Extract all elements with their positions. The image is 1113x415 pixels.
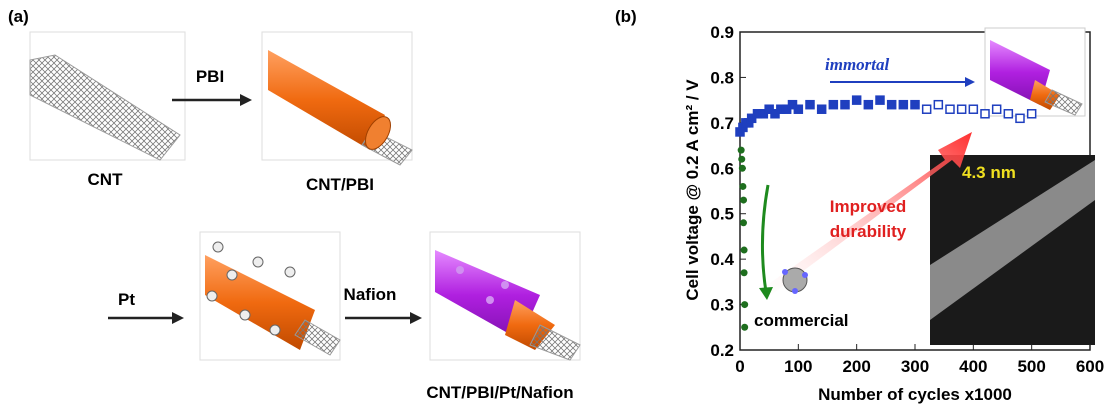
- y-tick-label: 0.4: [710, 250, 734, 269]
- point: [956, 104, 967, 114]
- point: [933, 99, 944, 110]
- panel-label: (a): [8, 7, 29, 26]
- point: [875, 95, 885, 105]
- point: [741, 301, 749, 309]
- inset-model: [984, 27, 1086, 117]
- point: [816, 104, 827, 114]
- label: Pt: [118, 290, 135, 309]
- point: [910, 99, 920, 110]
- annotation: commercial: [754, 311, 849, 330]
- label: PBI: [196, 67, 224, 86]
- y-axis-label: Cell voltage @ 0.2 A cm² / V: [683, 79, 702, 301]
- point: [828, 99, 839, 110]
- point: [851, 95, 862, 105]
- y-tick-label: 0.9: [710, 23, 734, 42]
- point: [863, 99, 874, 110]
- x-tick-label: 400: [959, 357, 987, 376]
- x-tick-label: 100: [784, 357, 812, 376]
- label: Nafion: [344, 285, 397, 304]
- cnt-pbi-image: [261, 31, 413, 166]
- pt-image: [199, 231, 341, 361]
- point: [740, 246, 748, 254]
- point: [886, 99, 897, 110]
- point: [1015, 113, 1025, 124]
- annotation: durability: [830, 222, 907, 241]
- point: [840, 99, 850, 110]
- y-tick-label: 0.7: [710, 114, 734, 133]
- annotation: immortal: [825, 55, 890, 74]
- point: [980, 109, 990, 119]
- point: [738, 155, 746, 163]
- x-tick-label: 500: [1017, 357, 1045, 376]
- point: [793, 104, 804, 114]
- arrow: [760, 132, 972, 298]
- y-tick-label: 0.6: [710, 159, 734, 178]
- x-axis-label: Number of cycles x1000: [818, 385, 1012, 404]
- x-tick-label: 0: [735, 357, 744, 376]
- point: [738, 164, 746, 172]
- tem-image: 4.3 nm: [930, 155, 1095, 345]
- point: [898, 99, 909, 110]
- label: CNT: [88, 170, 124, 189]
- cnt-image: [29, 31, 186, 161]
- x-tick-label: 200: [842, 357, 870, 376]
- nafion-image: [429, 231, 581, 361]
- x-tick-label: 300: [901, 357, 929, 376]
- x-tick-label: 600: [1076, 357, 1104, 376]
- point: [805, 99, 815, 110]
- point: [1003, 109, 1014, 119]
- annotation: 4.3 nm: [962, 163, 1016, 182]
- point: [1026, 109, 1037, 119]
- y-tick-label: 0.5: [710, 205, 734, 224]
- label: CNT/PBI/Pt/Nafion: [426, 383, 573, 402]
- panel-label: (b): [615, 7, 637, 26]
- point: [921, 104, 932, 114]
- point: [945, 104, 955, 114]
- point: [737, 146, 745, 154]
- y-tick-label: 0.2: [710, 341, 734, 360]
- y-tick-label: 0.8: [710, 68, 734, 87]
- annotation: Improved: [830, 197, 907, 216]
- point: [991, 104, 1002, 114]
- point: [741, 323, 749, 331]
- label: CNT/PBI: [306, 175, 374, 194]
- y-tick-label: 0.3: [710, 296, 734, 315]
- point: [968, 104, 979, 114]
- point: [740, 196, 747, 204]
- point: [740, 269, 748, 277]
- point: [739, 182, 747, 190]
- pt-particle: [782, 267, 808, 294]
- point: [740, 219, 747, 227]
